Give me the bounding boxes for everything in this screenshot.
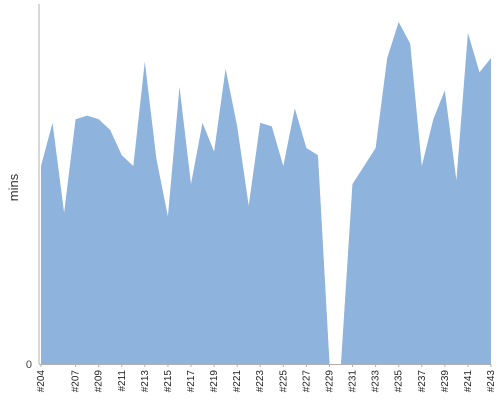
x-tick-label: #225 [278, 370, 289, 393]
y-tick-label: 0 [26, 359, 32, 371]
chart-axes [38, 4, 491, 365]
x-tick-label: #239 [440, 370, 451, 393]
x-tick-label: #229 [324, 370, 335, 393]
area-fill [41, 22, 491, 364]
x-tick-label: #211 [117, 370, 128, 392]
x-tick-label: #231 [348, 370, 359, 393]
x-tick-label: #233 [371, 370, 382, 393]
x-tick-label: #217 [186, 370, 197, 393]
x-tick-label: #243 [486, 370, 497, 393]
y-axis-ticks: 0 [26, 359, 32, 371]
x-tick-label: #223 [255, 370, 266, 393]
x-tick-label: #209 [94, 370, 105, 393]
x-tick-label: #215 [163, 370, 174, 393]
x-tick-label: #221 [232, 370, 243, 393]
x-tick-label: #235 [394, 370, 405, 393]
x-tick-label: #204 [36, 370, 47, 393]
x-axis-ticks: #204 #207 #209 #211 #213 #215 #217 #219 #221 #223… [36, 364, 497, 392]
x-tick-label: #207 [71, 370, 82, 393]
x-tick-label: #219 [209, 370, 220, 393]
x-tick-label: #237 [417, 370, 428, 393]
x-tick-label: #241 [463, 370, 474, 393]
area-series [41, 22, 491, 364]
x-tick-label: #213 [140, 370, 151, 393]
x-tick-label: #227 [301, 370, 312, 393]
